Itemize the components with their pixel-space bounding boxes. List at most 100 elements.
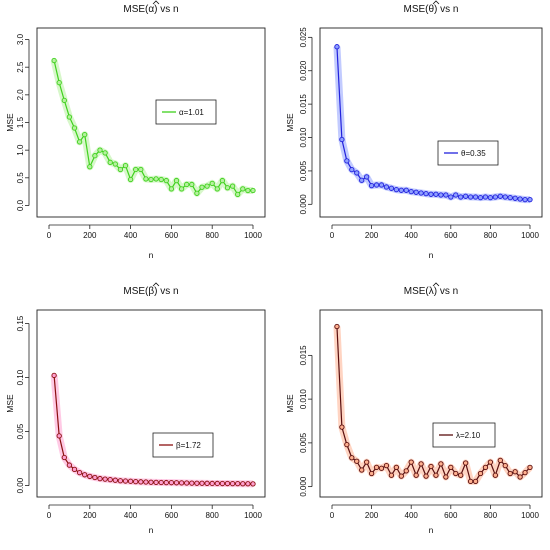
data-point: [133, 166, 139, 173]
x-axis-label: n: [149, 525, 154, 535]
data-point: [194, 190, 200, 196]
data-point: [359, 467, 365, 473]
data-point: [240, 481, 246, 487]
data-point: [163, 177, 169, 184]
y-tick-label: 3.0: [16, 33, 25, 45]
y-tick-label: 0.00: [16, 477, 25, 493]
data-point: [51, 372, 57, 379]
title-prefix: MSE(: [403, 4, 429, 15]
data-point: [199, 184, 205, 190]
data-point: [178, 480, 185, 486]
data-point: [250, 187, 256, 194]
data-point: [458, 194, 464, 200]
x-tick-label: 1000: [521, 231, 539, 240]
data-point: [378, 182, 385, 188]
data-point: [453, 192, 459, 198]
hat-accent-icon: [432, 0, 440, 5]
data-point: [153, 479, 159, 486]
data-point: [71, 125, 78, 131]
title-prefix: MSE(: [123, 286, 149, 297]
data-point: [344, 158, 350, 164]
title-parameter: β: [148, 286, 154, 297]
data-point: [92, 474, 98, 481]
data-point: [423, 190, 429, 197]
y-tick-label: 0.5: [16, 172, 25, 184]
data-point: [467, 194, 474, 200]
data-point: [339, 424, 345, 430]
data-point: [133, 478, 139, 485]
legend: θ=0.35: [437, 140, 499, 166]
data-point: [502, 194, 508, 200]
chart-title: MSE(θ) vs n: [403, 4, 458, 15]
chart-panel-1: MSE(α) vs n 0 200 400 600 800 1000 0.0 0.5 1.0 1.5…: [5, 0, 266, 260]
x-tick-label: 200: [83, 511, 97, 520]
data-point: [502, 462, 508, 469]
data-point: [408, 459, 414, 465]
data-point: [189, 181, 195, 188]
data-point: [383, 462, 390, 469]
x-tick-label: 1000: [244, 511, 262, 520]
data-point: [482, 464, 489, 471]
data-point: [522, 469, 528, 476]
data-point: [61, 97, 67, 104]
x-tick-label: 600: [444, 231, 458, 240]
data-point: [240, 186, 246, 192]
y-tick-label: 0.020: [299, 60, 308, 81]
y-axis-label: MSE: [5, 113, 15, 132]
data-point: [462, 460, 469, 466]
data-point: [458, 472, 464, 478]
data-point: [413, 472, 419, 478]
x-axis-label: n: [429, 250, 434, 260]
hat-accent-icon: [152, 282, 160, 287]
y-axis-label: MSE: [5, 394, 15, 413]
data-point: [148, 176, 154, 183]
data-point: [158, 176, 164, 183]
data-point: [378, 465, 385, 471]
data-point: [472, 478, 479, 485]
title-suffix: ) vs n: [154, 4, 178, 15]
y-tick-label: 0.10: [16, 369, 25, 385]
data-point: [51, 57, 57, 64]
hat-accent-icon: [432, 282, 440, 287]
legend-label: θ=0.35: [461, 149, 486, 158]
data-point: [127, 176, 134, 183]
data-point: [87, 164, 93, 170]
legend-label: λ=2.10: [456, 431, 481, 440]
data-point: [204, 480, 210, 486]
y-tick-label: 0.025: [299, 27, 308, 48]
data-point: [368, 470, 375, 477]
data-point: [66, 114, 73, 120]
data-point: [153, 176, 159, 182]
data-point: [512, 195, 518, 201]
data-point: [209, 180, 215, 186]
data-point: [359, 177, 365, 183]
data-point: [354, 170, 360, 176]
data-point: [112, 161, 118, 167]
data-point: [433, 191, 439, 197]
x-axis-label: n: [149, 250, 154, 260]
y-tick-label: 0.010: [299, 389, 308, 410]
data-point: [383, 184, 390, 190]
chart-panel-3: MSE(β) vs n 0 200 400 600 800 1000 0.00 0.05 0.10…: [5, 282, 266, 535]
y-axis-label: MSE: [285, 394, 295, 413]
data-point: [143, 479, 149, 485]
y-tick-label: 1.0: [16, 144, 25, 156]
title-parameter: α: [148, 4, 154, 15]
data-point: [82, 132, 88, 138]
data-point: [112, 477, 118, 483]
data-point: [467, 478, 474, 485]
data-point: [438, 192, 444, 198]
y-tick-label: 0.005: [299, 160, 308, 181]
data-point: [107, 159, 113, 165]
data-point: [373, 182, 380, 188]
plot-frame: [36, 309, 266, 498]
data-point: [224, 480, 231, 487]
x-tick-label: 0: [47, 511, 52, 520]
data-point: [413, 189, 419, 195]
data-point: [492, 194, 498, 200]
y-tick-label: 0.000: [299, 194, 308, 215]
x-tick-label: 600: [165, 231, 179, 240]
data-point: [168, 186, 175, 192]
x-tick-label: 800: [484, 511, 498, 520]
data-point: [408, 188, 414, 195]
